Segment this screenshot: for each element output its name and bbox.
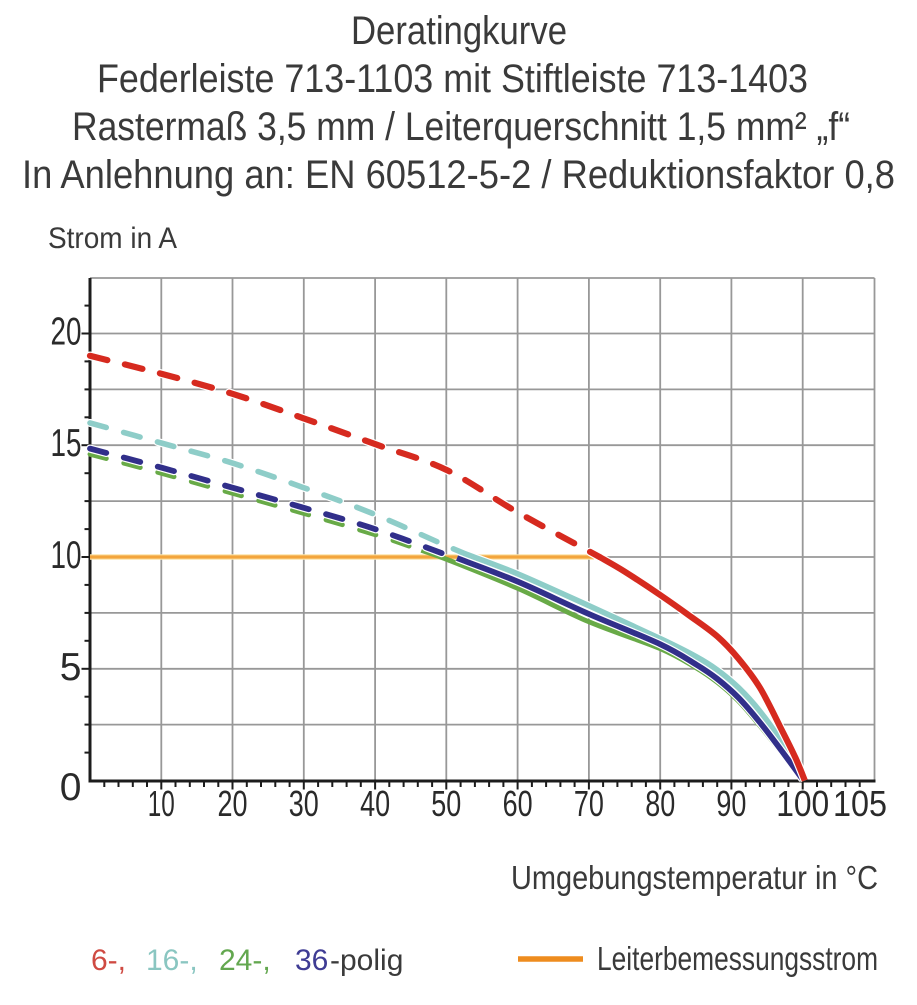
- svg-text:Strom in A: Strom in A: [48, 222, 177, 255]
- svg-text:6-,: 6-,: [91, 944, 126, 977]
- svg-text:Federleiste 713-1103 mit Stift: Federleiste 713-1103 mit Stiftleiste 713…: [97, 57, 808, 101]
- svg-text:10: 10: [51, 534, 82, 577]
- svg-text:80: 80: [645, 783, 675, 824]
- svg-text:60: 60: [503, 783, 533, 824]
- svg-text:40: 40: [360, 783, 390, 824]
- svg-text:16-,: 16-,: [146, 944, 198, 977]
- svg-text:15: 15: [51, 422, 82, 465]
- svg-text:30: 30: [289, 783, 319, 824]
- svg-text:100: 100: [776, 783, 829, 824]
- svg-text:Deratingkurve: Deratingkurve: [351, 9, 567, 53]
- svg-text:Umgebungstemperatur in °C: Umgebungstemperatur in °C: [511, 859, 878, 896]
- svg-text:Rastermaß 3,5 mm / Leiterquers: Rastermaß 3,5 mm / Leiterquerschnitt 1,5…: [72, 105, 850, 149]
- svg-text:90: 90: [716, 783, 746, 824]
- svg-text:50: 50: [431, 783, 461, 824]
- svg-text:20: 20: [218, 783, 248, 824]
- svg-text:0: 0: [60, 766, 82, 809]
- svg-text:5: 5: [60, 646, 82, 689]
- svg-text:36: 36: [295, 944, 328, 977]
- svg-text:-polig: -polig: [330, 944, 403, 977]
- svg-text:20: 20: [51, 311, 82, 354]
- svg-text:70: 70: [574, 783, 604, 824]
- svg-text:Leiterbemessungsstrom: Leiterbemessungsstrom: [597, 940, 878, 977]
- svg-text:10: 10: [148, 783, 175, 824]
- svg-text:24-,: 24-,: [219, 944, 271, 977]
- svg-text:In Anlehnung an: EN 60512-5-2: In Anlehnung an: EN 60512-5-2 / Reduktio…: [22, 153, 895, 197]
- svg-text:105: 105: [833, 783, 887, 824]
